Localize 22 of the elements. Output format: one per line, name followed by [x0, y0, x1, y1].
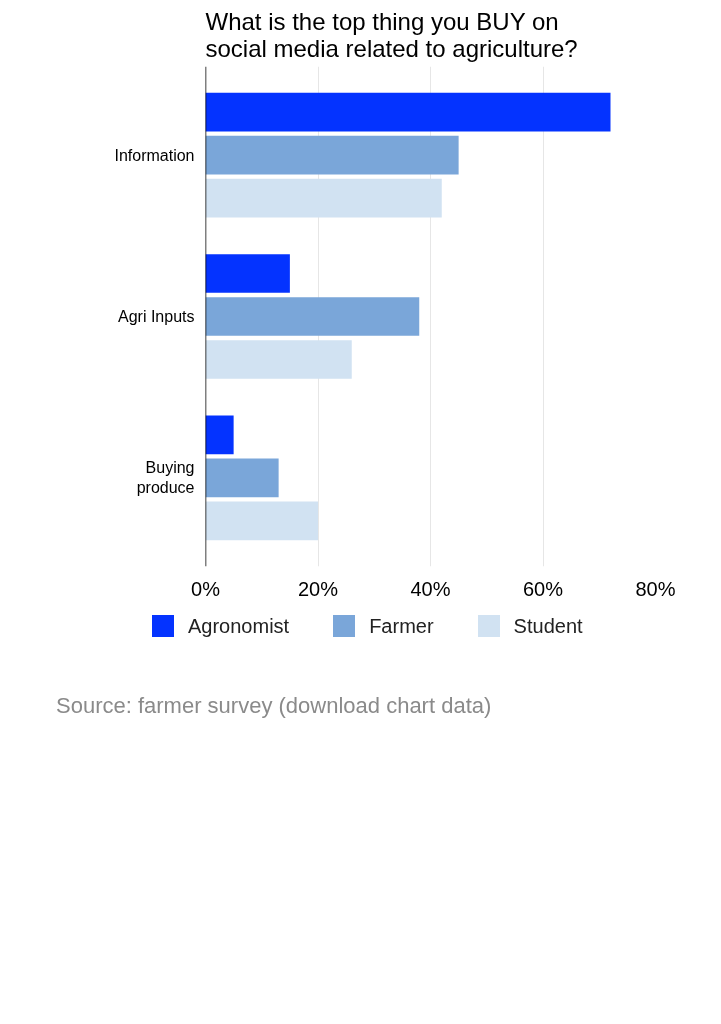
bar: [205, 178, 442, 218]
legend-label: Student: [512, 614, 583, 639]
y-tick-label: Information: [114, 146, 195, 164]
x-tick-label: 60%: [522, 577, 564, 600]
bar: [205, 297, 420, 336]
y-tick-label: Buying produce: [136, 459, 195, 497]
bar: [205, 415, 234, 455]
y-tick-label: Agri Inputs: [118, 308, 195, 325]
x-tick-label: 20%: [297, 577, 339, 600]
x-tick-label: 40%: [410, 577, 451, 600]
bar: [205, 254, 290, 293]
bar: [205, 92, 611, 132]
legend-label: Farmer: [368, 614, 434, 639]
chart-title: What is the top thing you BUY on social media related to agriculture?: [205, 7, 578, 62]
bar: [205, 501, 318, 541]
bar: [205, 458, 279, 498]
x-tick-label: 0%: [191, 577, 221, 600]
legend-label: Agronomist: [187, 614, 290, 639]
bar: [205, 340, 352, 379]
bar: [205, 135, 459, 175]
source-note: Source: farmer survey (download chart data): [56, 691, 492, 720]
x-tick-label: 80%: [635, 577, 676, 600]
